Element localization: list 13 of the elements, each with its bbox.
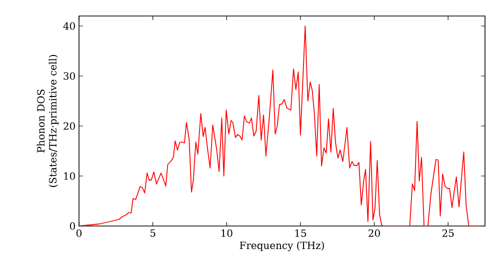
y-tick-label: 0 [70, 222, 75, 230]
x-axis-title: Frequency (THz) [240, 241, 324, 252]
x-tick-label: 0 [76, 229, 82, 237]
x-tick-label: 5 [150, 229, 156, 237]
y-tick-label: 30 [64, 72, 75, 80]
y-axis-title: Phonon DOS (States/THz·primitive cell) [36, 55, 58, 187]
y-tick-label: 20 [64, 122, 75, 130]
x-tick-label: 20 [368, 229, 380, 237]
x-tick-label: 10 [222, 229, 232, 237]
x-tick-label: 15 [295, 229, 306, 237]
y-tick-label: 40 [63, 22, 75, 30]
y-tick-label: 10 [64, 172, 75, 180]
x-tick-label: 25 [442, 229, 454, 237]
